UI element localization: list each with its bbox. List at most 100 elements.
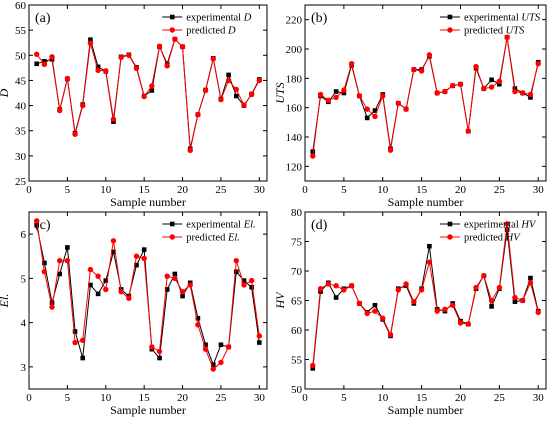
x-tick-label: 0: [302, 184, 308, 196]
y-tick-label: 50: [15, 50, 27, 62]
panel-b: 0 5 10 15 20 25 30 120 140 160 180 200 220 Sample num…: [273, 4, 547, 209]
data-point-circle: [187, 282, 193, 288]
data-point-circle: [317, 91, 324, 98]
data-point-circle: [450, 302, 456, 308]
y-axis-label: El.: [0, 294, 11, 309]
x-tick-label: 10: [377, 184, 389, 196]
data-point-circle: [418, 287, 425, 293]
data-point-circle: [442, 88, 448, 95]
data-point-square: [42, 260, 47, 266]
data-point-circle: [348, 283, 355, 289]
x-tick-label: 5: [341, 184, 347, 196]
data-point-circle: [187, 147, 193, 154]
data-point-square: [497, 81, 502, 87]
data-point-circle: [356, 300, 363, 307]
y-tick-label: 6: [21, 229, 27, 241]
y-tick-label: 40: [15, 101, 27, 113]
y-tick-label: 5: [21, 273, 27, 285]
data-point-circle: [64, 257, 71, 264]
data-point-square: [141, 247, 147, 252]
data-point-circle: [64, 75, 71, 82]
x-tick-label: 10: [100, 392, 112, 404]
legend-marker-circle: [447, 234, 453, 240]
legend-label: predicted D: [186, 26, 236, 37]
series-predicted: [33, 36, 263, 154]
data-point-circle: [49, 54, 55, 60]
data-point-square: [233, 93, 239, 99]
data-point-circle: [310, 153, 316, 159]
legend-marker-square: [169, 221, 175, 227]
y-tick-label: 55: [15, 25, 27, 37]
series-experimental: [34, 36, 262, 152]
series-predicted: [310, 34, 541, 159]
data-point-circle: [87, 40, 94, 46]
data-point-circle: [95, 67, 101, 74]
data-point-circle: [33, 218, 40, 224]
data-point-circle: [87, 266, 94, 273]
x-tick-label: 30: [254, 392, 266, 404]
data-point-circle: [80, 102, 86, 109]
x-tick-label: 0: [26, 184, 32, 196]
panel-d: 0 5 10 15 20 25 30 50 55 60 65 70 75 80 Sample number H…: [273, 207, 547, 417]
data-point-circle: [356, 93, 363, 99]
data-point-circle: [434, 308, 440, 314]
x-axis-label: Sample number: [110, 403, 186, 417]
data-point-circle: [202, 87, 209, 94]
x-axis-label: Sample number: [388, 195, 464, 209]
data-point-circle: [434, 90, 440, 96]
data-point-circle: [465, 128, 471, 134]
data-point-circle: [481, 85, 487, 92]
y-tick-label: 35: [15, 126, 27, 138]
data-point-circle: [310, 362, 316, 369]
data-point-circle: [141, 255, 147, 262]
data-point-circle: [95, 273, 101, 279]
data-point-circle: [512, 294, 518, 301]
data-point-circle: [364, 106, 370, 112]
series-line: [36, 220, 260, 370]
data-point-circle: [411, 66, 417, 73]
x-tick-label: 5: [65, 184, 71, 196]
data-point-circle: [348, 60, 355, 67]
series-line: [36, 225, 260, 367]
data-point-circle: [218, 359, 224, 366]
data-point-circle: [118, 54, 124, 60]
legend-marker-square: [447, 221, 453, 227]
x-axis-label: Sample number: [110, 195, 186, 209]
data-point-circle: [457, 81, 464, 87]
data-point-circle: [403, 106, 409, 112]
data-point-square: [504, 227, 510, 232]
data-point-circle: [248, 91, 255, 98]
data-point-circle: [41, 61, 48, 68]
data-point-circle: [465, 321, 471, 327]
data-point-square: [333, 295, 339, 300]
series-line: [36, 38, 260, 149]
data-point-square: [95, 64, 101, 70]
data-point-circle: [341, 287, 347, 293]
data-point-square: [333, 89, 339, 94]
panel-tag: (a): [35, 11, 51, 26]
data-point-circle: [317, 286, 324, 292]
data-point-circle: [202, 346, 209, 352]
data-point-circle: [325, 281, 332, 287]
data-point-circle: [387, 147, 394, 153]
data-point-circle: [195, 322, 201, 328]
legend-label: predicted El.: [186, 233, 240, 244]
y-tick-label: 60: [291, 325, 303, 337]
panel-a: 0 5 10 15 20 25 30 25 30 35 40 45 50 55 60 Sample numbe…: [0, 0, 268, 209]
data-point-circle: [364, 310, 370, 317]
data-point-circle: [103, 286, 109, 293]
data-point-circle: [519, 297, 526, 304]
data-point-square: [42, 59, 47, 64]
data-point-square: [512, 299, 518, 304]
data-point-circle: [496, 284, 503, 291]
data-point-circle: [133, 253, 140, 259]
data-point-square: [149, 88, 155, 93]
data-point-circle: [57, 257, 63, 264]
data-point-circle: [488, 297, 495, 304]
legend-marker-square: [169, 14, 175, 20]
y-axis-label: D: [0, 88, 11, 98]
series-experimental: [310, 227, 541, 371]
data-point-square: [80, 355, 86, 361]
